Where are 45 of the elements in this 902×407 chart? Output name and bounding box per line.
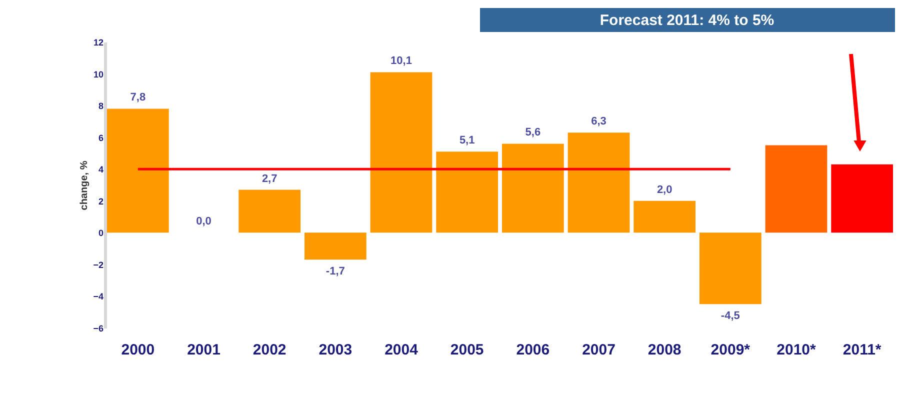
bar (238, 190, 301, 233)
text: Forecast 2011: 4% to 5% (600, 12, 774, 29)
x-tick-label: 2003 (318, 342, 352, 358)
bar (568, 132, 630, 233)
y-tick-label: 12 (93, 38, 104, 48)
y-tick-label: 6 (98, 132, 104, 143)
data-label: 5,1 (459, 134, 475, 147)
data-label: 2,0 (656, 184, 672, 196)
x-tick-label: 2004 (384, 342, 419, 358)
data-label: 6,3 (591, 116, 606, 128)
data-label: 0,0 (196, 216, 212, 228)
y-tick-label: 8 (98, 101, 104, 112)
bar (502, 144, 564, 233)
x-tick-label: 2010* (776, 342, 816, 358)
bar (699, 232, 762, 304)
bar (831, 164, 894, 233)
x-tick-label: 2009* (710, 342, 750, 358)
x-tick-label: 2000 (121, 342, 155, 358)
bar (436, 152, 498, 233)
data-label: -4,5 (720, 310, 740, 322)
y-tick-label: 4 (98, 164, 104, 175)
y-tick-label: 2 (98, 196, 104, 206)
data-label: 5,6 (525, 126, 541, 139)
y-axis-title: change, % (79, 160, 90, 210)
data-label: -1,7 (326, 266, 345, 278)
y-tick-label: 10 (93, 69, 104, 80)
x-tick-label: 2001 (187, 342, 220, 358)
x-tick-label: 2007 (582, 342, 616, 358)
data-label: 7,8 (130, 92, 146, 104)
x-tick-label: 2005 (450, 342, 484, 358)
data-label: 10,1 (390, 55, 412, 68)
y-tick-label: −2 (93, 260, 104, 270)
x-tick-label: 2002 (252, 342, 286, 358)
bar (304, 232, 366, 260)
bar (106, 108, 169, 233)
data-label: 2,7 (262, 172, 278, 185)
bar (634, 200, 696, 233)
x-tick-label: 2008 (648, 342, 682, 358)
x-tick-label: 2011* (842, 342, 882, 358)
y-tick-label: 0 (98, 228, 104, 238)
bar (765, 145, 828, 233)
bar (370, 72, 432, 233)
y-tick-label: −6 (93, 324, 104, 334)
y-tick-label: −4 (93, 292, 104, 302)
x-tick-label: 2006 (516, 342, 550, 358)
